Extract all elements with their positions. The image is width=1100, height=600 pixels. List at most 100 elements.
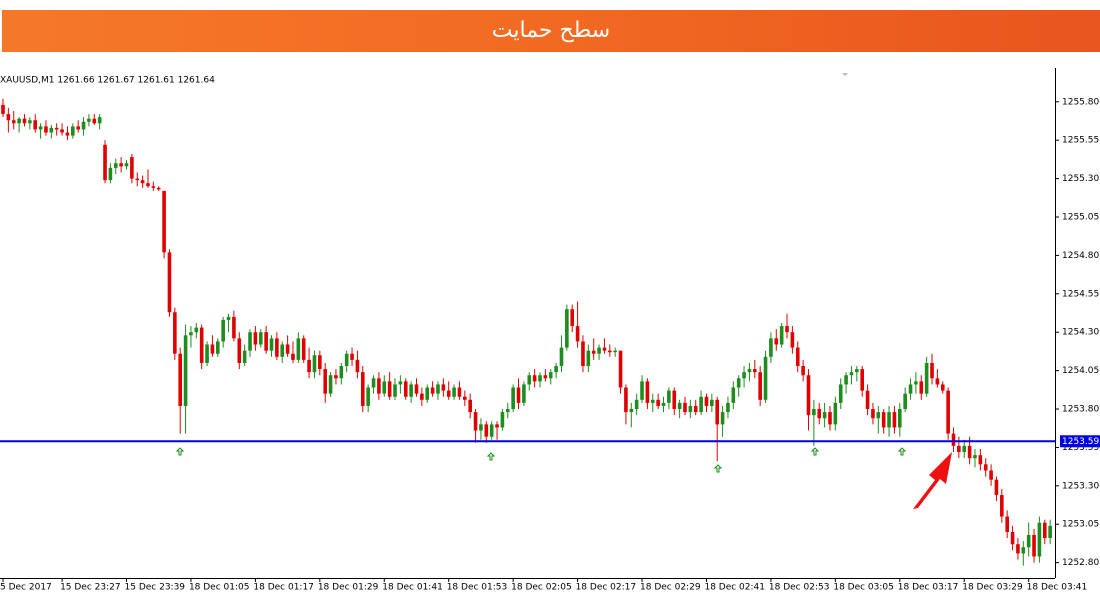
candle-body bbox=[650, 399, 655, 403]
candle-body bbox=[849, 372, 854, 376]
candle-body bbox=[903, 393, 907, 410]
candle-body bbox=[693, 405, 698, 413]
candle-body bbox=[285, 344, 290, 354]
candle-body bbox=[726, 402, 730, 413]
candle-body bbox=[527, 375, 532, 385]
y-tick-label: 1253.55 bbox=[1062, 443, 1099, 453]
candle-body bbox=[387, 381, 392, 397]
candle-body bbox=[672, 390, 677, 410]
candle-body bbox=[103, 144, 107, 181]
candle-body bbox=[1048, 525, 1052, 539]
candle-body bbox=[957, 445, 961, 453]
candle-body bbox=[178, 353, 183, 406]
candle-body bbox=[452, 387, 456, 397]
candle-body bbox=[667, 390, 671, 403]
candle-body bbox=[532, 375, 537, 382]
candle-body bbox=[817, 409, 822, 419]
candle-body bbox=[570, 309, 575, 327]
candle-body bbox=[484, 424, 489, 437]
candle-body bbox=[522, 384, 526, 403]
candle-body bbox=[38, 126, 43, 130]
x-tick-label: 18 Dec 01:17 bbox=[253, 583, 314, 593]
chart-info: XAUUSD,M1 1261.66 1261.67 1261.61 1261.6… bbox=[0, 76, 215, 86]
support-marker bbox=[713, 464, 723, 473]
candle-body bbox=[753, 369, 757, 373]
y-tick-label: 1254.55 bbox=[1062, 289, 1099, 299]
candle-body bbox=[495, 424, 499, 428]
candle-body bbox=[973, 455, 977, 459]
candle-body bbox=[436, 384, 440, 394]
x-tick-label: 15 Dec 23:39 bbox=[125, 583, 186, 593]
candle-body bbox=[548, 372, 553, 379]
candle-body bbox=[463, 396, 467, 400]
candle-body bbox=[1010, 531, 1015, 545]
candle-body bbox=[81, 121, 86, 130]
candle-body bbox=[119, 163, 123, 167]
candle-body bbox=[500, 412, 505, 428]
candle-body bbox=[398, 381, 403, 385]
candle-body bbox=[575, 326, 580, 342]
candle-body bbox=[130, 157, 134, 179]
candle-body bbox=[967, 445, 972, 459]
candle-body bbox=[291, 353, 295, 360]
candle-body bbox=[194, 327, 199, 333]
support-marker bbox=[810, 447, 820, 456]
candle-body bbox=[1037, 522, 1042, 557]
candle-body bbox=[301, 338, 306, 360]
candle-body bbox=[1026, 534, 1031, 548]
candle-body bbox=[624, 387, 628, 413]
candle-body bbox=[189, 332, 193, 336]
scroll-marker bbox=[842, 73, 848, 76]
candle-body bbox=[173, 312, 177, 354]
candle-body bbox=[140, 180, 145, 184]
candle-body bbox=[441, 384, 446, 391]
candle-body bbox=[264, 332, 268, 351]
candle-body bbox=[1042, 522, 1047, 539]
candle-body bbox=[1, 104, 5, 115]
candle-body bbox=[371, 378, 376, 388]
candle-body bbox=[446, 390, 451, 397]
candle-body bbox=[162, 190, 166, 253]
candle-body bbox=[742, 372, 746, 379]
x-tick-label: 18 Dec 01:29 bbox=[318, 583, 379, 593]
candle-body bbox=[683, 402, 687, 413]
candle-body bbox=[634, 399, 639, 410]
x-tick-label: 18 Dec 02:17 bbox=[576, 583, 637, 593]
x-tick-label: 5 Dec 2017 bbox=[0, 583, 52, 593]
candle-body bbox=[779, 326, 784, 345]
candle-body bbox=[935, 378, 940, 385]
candle-body bbox=[92, 118, 97, 124]
candle-body bbox=[865, 390, 870, 410]
y-tick-label: 1255.30 bbox=[1062, 174, 1099, 184]
candle-body bbox=[6, 114, 11, 121]
candle-body bbox=[860, 369, 864, 391]
candle-body bbox=[516, 387, 521, 403]
candle-body bbox=[237, 338, 242, 363]
candle-body bbox=[17, 118, 21, 124]
candle-body bbox=[226, 316, 231, 320]
y-tick-label: 1254.80 bbox=[1062, 251, 1099, 261]
candle-body bbox=[167, 252, 172, 313]
candle-body bbox=[887, 412, 891, 428]
candle-body bbox=[774, 338, 779, 345]
candle-body bbox=[156, 187, 161, 190]
candle-body bbox=[613, 350, 617, 353]
candle-body bbox=[951, 433, 956, 446]
candle-body bbox=[199, 327, 204, 363]
candles bbox=[1, 98, 1052, 566]
x-tick-label: 18 Dec 03:05 bbox=[833, 583, 894, 593]
candle-body bbox=[897, 409, 902, 428]
x-tick-label: 18 Dec 01:41 bbox=[382, 583, 443, 593]
candle-body bbox=[806, 375, 811, 416]
candle-body bbox=[715, 399, 720, 425]
candle-body bbox=[554, 366, 558, 373]
candle-body bbox=[87, 118, 91, 122]
candle-body bbox=[822, 412, 827, 419]
x-tick-label: 18 Dec 02:05 bbox=[511, 583, 572, 593]
candle-body bbox=[876, 412, 881, 419]
x-tick-label: 18 Dec 02:53 bbox=[769, 583, 830, 593]
candle-body bbox=[543, 375, 548, 379]
candle-body bbox=[511, 387, 515, 410]
